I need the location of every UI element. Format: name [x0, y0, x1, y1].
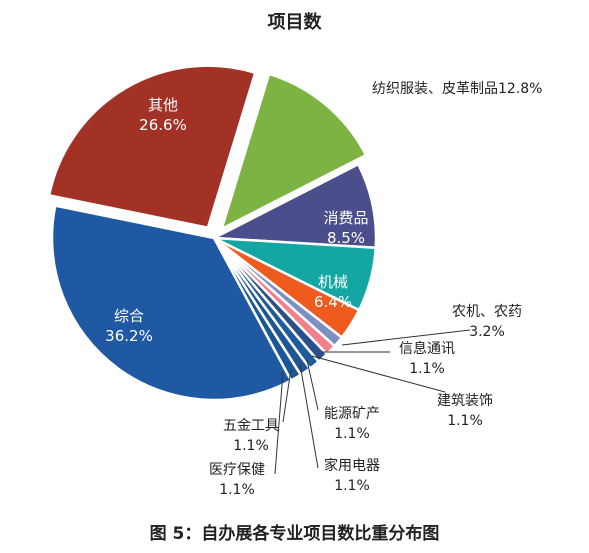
slice-value-label: 36.2% [105, 327, 153, 345]
slice-value-label: 1.1% [219, 482, 255, 498]
pie-slice [47, 64, 257, 230]
slice-value-label: 26.6% [139, 116, 187, 134]
chart-title: 项目数 [267, 12, 322, 33]
leader-line [341, 329, 471, 346]
slice-label: 综合 [114, 307, 144, 325]
slice-value-label: 1.1% [233, 438, 269, 454]
slice-label: 家用电器 [324, 457, 380, 474]
leader-line [274, 371, 284, 475]
slice-value-label: 8.5% [327, 229, 365, 247]
pie-slice [209, 162, 378, 250]
slice-label: 其他 [148, 96, 178, 114]
slice-value-label: 1.1% [334, 426, 370, 442]
slice-value-label: 1.1% [334, 478, 370, 494]
slice-label: 能源矿产 [324, 406, 380, 422]
slice-value-label: 6.4% [314, 293, 352, 311]
slice-label: 纺织服装、皮革制品12.8% [372, 81, 542, 97]
leader-line [282, 368, 292, 423]
slice-value-label: 1.1% [409, 361, 445, 377]
slice-value-label: 1.1% [447, 413, 483, 429]
slice-label: 五金工具 [223, 418, 279, 434]
slice-label: 医疗保健 [209, 462, 265, 478]
pie-slice [50, 204, 293, 402]
leader-line [311, 355, 446, 393]
leader-line [306, 359, 319, 411]
slice-value-label: 3.2% [469, 324, 505, 340]
slice-label: 消费品 [323, 209, 368, 227]
slice-label: 机械 [318, 273, 348, 291]
slice-label: 信息通讯 [399, 340, 455, 357]
figure-caption: 图 5：自办展各专业项目数比重分布图 [149, 524, 440, 544]
leader-line [299, 363, 319, 469]
pie-slice [219, 72, 368, 232]
slice-label: 农机、农药 [452, 304, 522, 320]
slice-label: 建筑装饰 [437, 393, 493, 409]
